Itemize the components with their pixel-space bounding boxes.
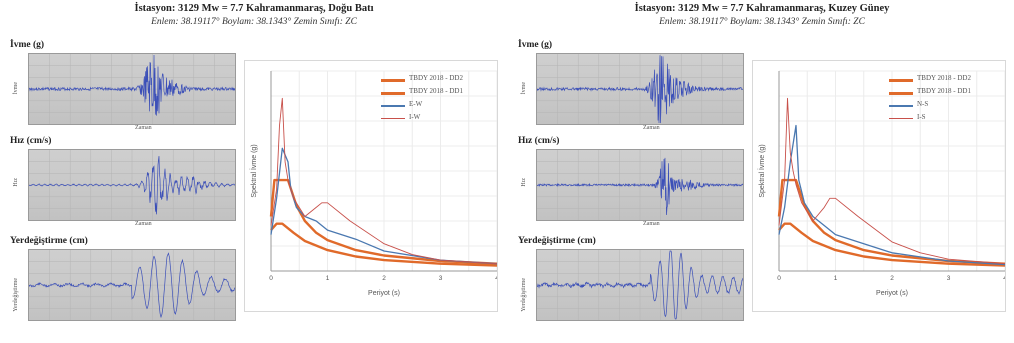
y-axis-label: Hız bbox=[521, 178, 527, 187]
legend-label: TBDY 2018 - DD2 bbox=[917, 74, 971, 82]
legend-item: I-S bbox=[889, 112, 999, 125]
legend-item: N-S bbox=[889, 99, 999, 112]
series-line-1 bbox=[269, 178, 497, 265]
velocity-trace bbox=[29, 150, 235, 220]
group-title: İstasyon: 3129 Mw = 7.7 Kahramanmaraş, K… bbox=[634, 3, 890, 14]
y-axis-label: Hız bbox=[13, 178, 19, 187]
ts-plot bbox=[28, 249, 236, 321]
legend-label: TBDY 2018 - DD2 bbox=[409, 74, 463, 82]
seismogram-line bbox=[537, 55, 743, 124]
legend-item: I-W bbox=[381, 112, 491, 125]
legend-swatch bbox=[889, 92, 913, 95]
velocity-panel: Hız (cm/s) Zaman Hız bbox=[10, 136, 236, 227]
series-line-3 bbox=[778, 97, 1005, 265]
velocity-panel: Hız (cm/s) Zaman Hız bbox=[518, 136, 744, 227]
panel-title: Yerdeğiştirme (cm) bbox=[518, 236, 596, 246]
displacement-panel: Yerdeğiştirme (cm) Yerdeğiştirme bbox=[10, 236, 236, 322]
x-tick-label: 1 bbox=[834, 275, 838, 282]
legend-swatch bbox=[381, 118, 405, 119]
spectrum-plot: 0 1 2 3 4 Periyot (s) Spektral İvme (g) bbox=[249, 70, 497, 297]
spectrum-plot: 0 1 2 3 4 Periyot (s) Spektral İvme (g) bbox=[757, 70, 1005, 297]
ts-plot: Zaman bbox=[536, 53, 744, 131]
group-subtitle: Enlem: 38.19117° Boylam: 38.1343° Zemin … bbox=[151, 17, 357, 27]
y-axis-title: Spektral İvme (g) bbox=[757, 144, 766, 197]
x-axis-label: Zaman bbox=[643, 125, 660, 131]
group-east-west: İstasyon: 3129 Mw = 7.7 Kahramanmaraş, D… bbox=[4, 0, 504, 343]
velocity-trace bbox=[537, 150, 743, 220]
legend-item: TBDY 2018 - DD1 bbox=[889, 86, 999, 99]
x-axis-title: Periyot (s) bbox=[876, 290, 908, 297]
series-line-2 bbox=[778, 124, 1005, 266]
legend-swatch bbox=[889, 105, 913, 107]
x-tick-label: 4 bbox=[1003, 275, 1005, 282]
ts-plot bbox=[536, 249, 744, 321]
chart-legend: TBDY 2018 - DD2 TBDY 2018 - DD1 E-W I-W bbox=[381, 73, 491, 125]
x-tick-label: 0 bbox=[269, 275, 273, 282]
legend-item: TBDY 2018 - DD2 bbox=[381, 73, 491, 86]
x-axis-label: Zaman bbox=[643, 221, 660, 227]
panel-title: Hız (cm/s) bbox=[518, 136, 560, 146]
x-axis-title: Periyot (s) bbox=[368, 290, 400, 297]
group-subtitle: Enlem: 38.19117° Boylam: 38.1343° Zemin … bbox=[659, 17, 865, 27]
legend-swatch bbox=[381, 79, 405, 82]
acceleration-trace bbox=[537, 54, 743, 124]
y-axis-label: İvme bbox=[13, 82, 19, 95]
legend-label: E-W bbox=[409, 100, 423, 108]
x-tick-label: 3 bbox=[947, 275, 951, 282]
legend-label: I-W bbox=[409, 113, 421, 121]
series-line-1 bbox=[777, 178, 1005, 265]
x-tick-label: 0 bbox=[777, 275, 781, 282]
legend-swatch bbox=[889, 118, 913, 119]
ts-plot: Zaman bbox=[536, 149, 744, 227]
legend-item: TBDY 2018 - DD1 bbox=[381, 86, 491, 99]
seismogram-line bbox=[29, 54, 235, 116]
x-tick-label: 4 bbox=[495, 275, 497, 282]
y-axis-label: Yerdeğiştirme bbox=[13, 278, 19, 312]
panel-title: Yerdeğiştirme (cm) bbox=[10, 236, 88, 246]
seismogram-line bbox=[29, 252, 235, 319]
x-axis-label: Zaman bbox=[135, 221, 152, 227]
acceleration-panel: İvme (g) Zaman İvme bbox=[10, 40, 236, 131]
legend-label: TBDY 2018 - DD1 bbox=[917, 87, 971, 95]
x-tick-label: 2 bbox=[890, 275, 894, 282]
x-tick-label: 2 bbox=[382, 275, 386, 282]
x-tick-label: 3 bbox=[439, 275, 443, 282]
legend-label: I-S bbox=[917, 113, 926, 121]
displacement-trace bbox=[537, 250, 743, 320]
series-line-0 bbox=[270, 222, 497, 267]
acceleration-trace bbox=[29, 54, 235, 124]
y-axis-title: Spektral İvme (g) bbox=[249, 144, 258, 197]
seismogram-line bbox=[29, 156, 235, 215]
x-tick-label: 1 bbox=[326, 275, 330, 282]
group-north-south: İstasyon: 3129 Mw = 7.7 Kahramanmaraş, K… bbox=[512, 0, 1012, 343]
series-line-3 bbox=[270, 97, 497, 265]
ts-plot: Zaman bbox=[28, 149, 236, 227]
ts-plot: Zaman bbox=[28, 53, 236, 131]
displacement-panel: Yerdeğiştirme (cm) Yerdeğiştirme bbox=[518, 236, 744, 322]
panel-title: Hız (cm/s) bbox=[10, 136, 52, 146]
legend-item: E-W bbox=[381, 99, 491, 112]
chart-legend: TBDY 2018 - DD2 TBDY 2018 - DD1 N-S I-S bbox=[889, 73, 999, 125]
response-spectrum-chart: 0 1 2 3 4 Periyot (s) Spektral İvme (g) TBDY 2… bbox=[752, 60, 1006, 312]
legend-label: N-S bbox=[917, 100, 929, 108]
y-axis-label: Yerdeğiştirme bbox=[521, 278, 527, 312]
legend-label: TBDY 2018 - DD1 bbox=[409, 87, 463, 95]
seismogram-line bbox=[537, 250, 743, 320]
series-line-0 bbox=[778, 222, 1005, 267]
x-axis-label: Zaman bbox=[135, 125, 152, 131]
displacement-trace bbox=[29, 250, 235, 320]
acceleration-panel: İvme (g) Zaman İvme bbox=[518, 40, 744, 131]
response-spectrum-chart: 0 1 2 3 4 Periyot (s) Spektral İvme (g) TBDY 2… bbox=[244, 60, 498, 312]
legend-swatch bbox=[889, 79, 913, 82]
legend-swatch bbox=[381, 92, 405, 95]
y-axis-label: İvme bbox=[521, 82, 527, 95]
seismogram-line bbox=[537, 157, 743, 216]
legend-swatch bbox=[381, 105, 405, 107]
panel-title: İvme (g) bbox=[10, 40, 45, 50]
legend-item: TBDY 2018 - DD2 bbox=[889, 73, 999, 86]
panel-title: İvme (g) bbox=[518, 40, 553, 50]
group-title: İstasyon: 3129 Mw = 7.7 Kahramanmaraş, D… bbox=[134, 3, 374, 14]
